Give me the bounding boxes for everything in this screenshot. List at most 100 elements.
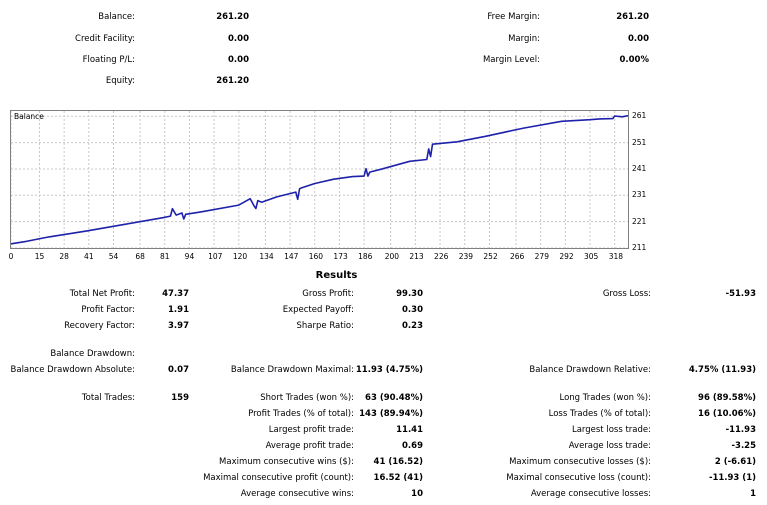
credit-facility-value: 0.00	[228, 34, 249, 44]
x-tick-label: 252	[483, 252, 498, 261]
x-tick-label: 213	[409, 252, 424, 261]
bd-relative-value: 4.75% (11.93)	[688, 365, 756, 375]
x-tick-label: 318	[608, 252, 624, 261]
short-trades-label: Short Trades (won %):	[260, 393, 354, 403]
profit-factor-value: 1.91	[168, 305, 189, 315]
x-tick-label: 226	[434, 252, 449, 261]
x-tick-label: 292	[559, 252, 574, 261]
x-tick-label: 54	[108, 252, 119, 261]
sharpe-ratio-value: 0.23	[402, 321, 423, 331]
largest-loss-value: -11.93	[725, 425, 756, 435]
maximal-consec-profit-value: 16.52 (41)	[373, 473, 423, 483]
x-tick-label: 81	[159, 252, 170, 261]
long-trades-label: Long Trades (won %):	[559, 393, 652, 403]
x-tick-label: 147	[284, 252, 299, 261]
equity-label: Equity:	[105, 76, 135, 86]
total-trades-value: 159	[171, 393, 189, 403]
x-tick-label: 107	[208, 252, 223, 261]
balance-drawdown-label: Balance Drawdown:	[50, 349, 135, 359]
x-tick-label: 160	[308, 252, 324, 261]
recovery-factor-value: 3.97	[168, 321, 189, 331]
balance-label: Balance:	[98, 12, 135, 22]
profit-trades-value: 143 (89.94%)	[359, 409, 423, 419]
avg-loss-value: -3.25	[731, 441, 757, 451]
x-tick-label: 28	[59, 252, 69, 261]
bd-maximal-label: Balance Drawdown Maximal:	[230, 365, 354, 375]
profit-trades-label: Profit Trades (% of total):	[248, 409, 354, 419]
long-trades-value: 96 (89.58%)	[698, 393, 756, 403]
expected-payoff-value: 0.30	[402, 305, 423, 315]
x-tick-label: 239	[458, 252, 474, 261]
credit-facility-label: Credit Facility:	[75, 34, 135, 44]
short-trades-value: 63 (90.48%)	[365, 393, 423, 403]
balance-series-line	[11, 114, 628, 245]
gross-loss-value: -51.93	[725, 289, 756, 299]
avg-profit-label: Average profit trade:	[265, 441, 354, 451]
x-tick-label: 15	[34, 252, 45, 261]
x-tick-label: 68	[135, 252, 145, 261]
sharpe-ratio-label: Sharpe Ratio:	[296, 321, 355, 331]
gross-profit-value: 99.30	[396, 289, 423, 299]
margin-value: 0.00	[628, 34, 649, 44]
y-tick-label: 251	[632, 137, 647, 147]
expected-payoff-label: Expected Payoff:	[282, 305, 354, 315]
max-consec-wins-value: 41 (16.52)	[373, 457, 423, 467]
x-tick-label: 186	[358, 252, 373, 261]
total-net-profit-value: 47.37	[162, 289, 189, 299]
y-tick-label: 241	[632, 163, 647, 173]
max-consec-losses-label: Maximum consecutive losses ($):	[509, 457, 651, 467]
x-tick-label: 0	[8, 252, 14, 261]
bd-relative-label: Balance Drawdown Relative:	[529, 365, 651, 375]
bd-maximal-value: 11.93 (4.75%)	[355, 365, 423, 375]
bd-absolute-value: 0.07	[168, 365, 189, 375]
profit-factor-label: Profit Factor:	[81, 305, 135, 315]
balance-value: 261.20	[216, 12, 249, 22]
gross-loss-label: Gross Loss:	[602, 289, 651, 299]
margin-label: Margin:	[508, 34, 540, 44]
free-margin-value: 261.20	[616, 12, 649, 22]
x-tick-label: 266	[509, 252, 525, 261]
margin-level-label: Margin Level:	[482, 55, 540, 65]
largest-loss-label: Largest loss trade:	[571, 425, 651, 435]
floating-pl-label: Floating P/L:	[82, 55, 135, 65]
x-tick-label: 134	[259, 252, 274, 261]
max-consec-wins-label: Maximum consecutive wins ($):	[219, 457, 354, 467]
equity-value: 261.20	[216, 76, 249, 86]
largest-profit-value: 11.41	[396, 425, 423, 435]
balance-chart-plot	[11, 111, 628, 248]
bd-absolute-label: Balance Drawdown Absolute:	[10, 365, 135, 375]
maximal-consec-profit-label: Maximal consecutive profit (count):	[203, 473, 354, 483]
x-tick-label: 200	[384, 252, 400, 261]
avg-consec-losses-value: 1	[750, 489, 756, 499]
x-tick-label: 279	[534, 252, 549, 261]
floating-pl-value: 0.00	[228, 55, 249, 65]
avg-consec-losses-label: Average consecutive losses:	[530, 489, 651, 499]
y-tick-label: 261	[632, 111, 647, 121]
avg-profit-value: 0.69	[402, 441, 423, 451]
x-tick-label: 94	[184, 252, 195, 261]
recovery-factor-label: Recovery Factor:	[64, 321, 135, 331]
results-title: Results	[315, 270, 358, 281]
gross-profit-label: Gross Profit:	[302, 289, 354, 299]
total-trades-label: Total Trades:	[81, 393, 135, 403]
maximal-consec-loss-value: -11.93 (1)	[708, 473, 756, 483]
y-tick-label: 211	[632, 243, 647, 252]
avg-consec-wins-value: 10	[411, 489, 423, 499]
loss-trades-label: Loss Trades (% of total):	[548, 409, 651, 419]
y-tick-label: 231	[632, 190, 647, 200]
total-net-profit-label: Total Net Profit:	[69, 289, 135, 299]
avg-consec-wins-label: Average consecutive wins:	[240, 489, 354, 499]
chart-title: Balance	[14, 112, 44, 121]
free-margin-label: Free Margin:	[487, 12, 540, 22]
y-tick-label: 221	[632, 216, 647, 226]
x-tick-label: 305	[584, 252, 599, 261]
loss-trades-value: 16 (10.06%)	[698, 409, 756, 419]
x-tick-label: 120	[232, 252, 248, 261]
avg-loss-label: Average loss trade:	[568, 441, 651, 451]
max-consec-losses-value: 2 (-6.61)	[714, 457, 756, 467]
x-tick-label: 173	[333, 252, 348, 261]
margin-level-value: 0.00%	[619, 55, 650, 65]
maximal-consec-loss-label: Maximal consecutive loss (count):	[506, 473, 651, 483]
balance-chart	[10, 110, 629, 249]
x-tick-label: 41	[84, 252, 94, 261]
